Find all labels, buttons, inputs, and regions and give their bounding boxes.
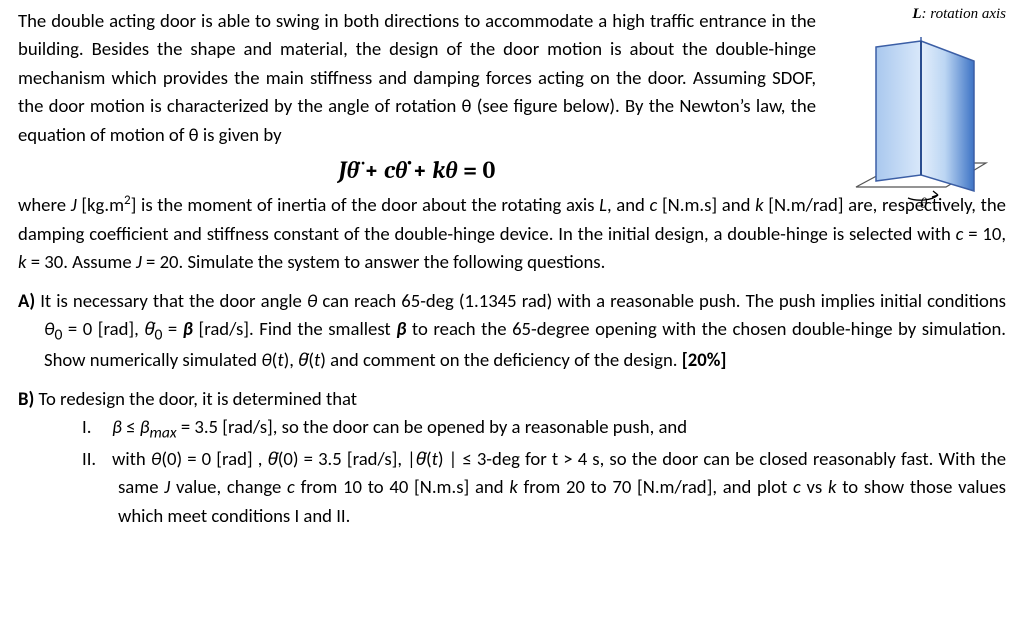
figure-caption: L: rotation axis bbox=[836, 6, 1006, 23]
roman-label: II. bbox=[82, 446, 112, 474]
door-svg: θ bbox=[836, 23, 1006, 208]
list-item-text: β ≤ βmax = 3.5 [rad/s], so the door can … bbox=[112, 416, 687, 439]
theta-label: θ bbox=[920, 194, 928, 208]
list-item-text: with θ(0) = 0 [rad] , θ̇(0) = 3.5 [rad/s… bbox=[112, 448, 1006, 528]
question-b-list: I.β ≤ βmax = 3.5 [rad/s], so the door ca… bbox=[18, 414, 1006, 531]
question-a: A) It is necessary that the door angle θ… bbox=[18, 288, 1006, 376]
list-item: II.with θ(0) = 0 [rad] , θ̇(0) = 3.5 [ra… bbox=[82, 446, 1006, 531]
door-figure: L: rotation axis bbox=[836, 6, 1006, 206]
roman-label: I. bbox=[82, 414, 112, 442]
list-item: I.β ≤ βmax = 3.5 [rad/s], so the door ca… bbox=[82, 414, 1006, 445]
question-b-heading: B) To redesign the door, it is determine… bbox=[18, 386, 1006, 414]
